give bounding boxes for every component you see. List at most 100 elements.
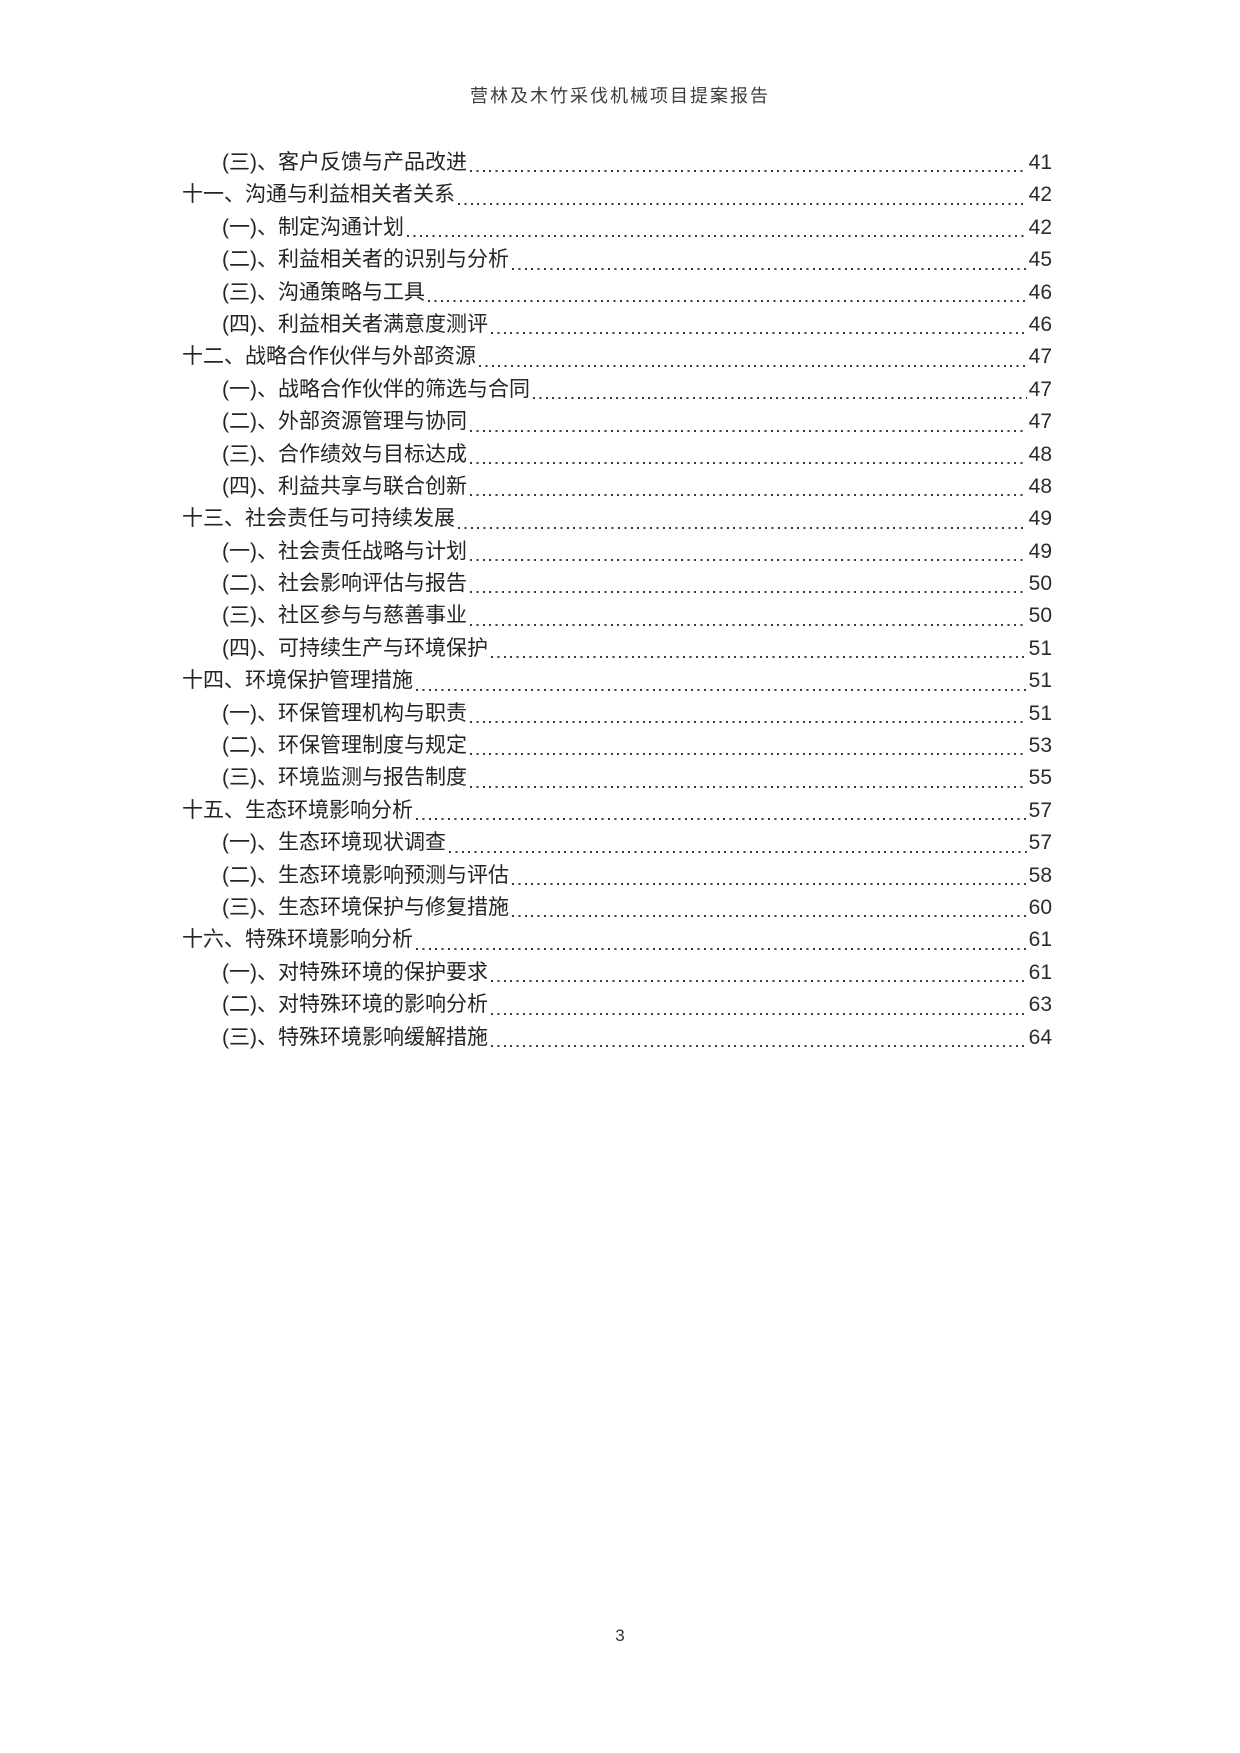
toc-entry-page-number: 51 <box>1028 701 1052 725</box>
toc-entry-label: 十一、沟通与利益相关者关系 <box>182 183 455 207</box>
toc-entry: (二)、生态环境影响预测与评估 58 <box>182 860 1052 892</box>
toc-dot-leader <box>458 202 1027 205</box>
toc-dot-leader <box>470 494 1027 497</box>
toc-entry: (二)、利益相关者的识别与分析 45 <box>182 244 1052 276</box>
toc-dot-leader <box>470 591 1027 594</box>
toc-dot-leader <box>428 299 1027 302</box>
toc-entry-page-number: 53 <box>1028 734 1052 758</box>
toc-entry: (三)、沟通策略与工具 46 <box>182 277 1052 309</box>
toc-entry-label: (一)、战略合作伙伴的筛选与合同 <box>222 377 530 401</box>
toc-entry-label: (四)、可持续生产与环境保护 <box>222 636 488 660</box>
toc-entry: (三)、社区参与与慈善事业 50 <box>182 600 1052 632</box>
toc-entry-label: (二)、环保管理制度与规定 <box>222 734 467 758</box>
toc-entry-label: (三)、社区参与与慈善事业 <box>222 604 467 628</box>
toc-entry: (三)、环境监测与报告制度 55 <box>182 762 1052 794</box>
toc-entry-label: (一)、制定沟通计划 <box>222 215 404 239</box>
toc-dot-leader <box>479 364 1027 367</box>
toc-entry-page-number: 41 <box>1028 151 1052 174</box>
toc-dot-leader <box>491 980 1027 983</box>
toc-entry: 十四、环境保护管理措施 51 <box>182 665 1052 697</box>
toc-entry-label: (三)、环境监测与报告制度 <box>222 766 467 790</box>
toc-dot-leader <box>449 850 1027 853</box>
toc-dot-leader <box>512 915 1027 918</box>
toc-dot-leader <box>470 721 1027 724</box>
toc-dot-leader <box>470 559 1027 562</box>
toc-entry-label: 十六、特殊环境影响分析 <box>182 928 413 952</box>
table-of-contents: (三)、客户反馈与产品改进 41 十一、沟通与利益相关者关系 42 (一)、制定… <box>182 147 1052 1054</box>
toc-dot-leader <box>533 397 1027 400</box>
toc-entry-page-number: 61 <box>1028 960 1052 984</box>
toc-entry-page-number: 63 <box>1028 993 1052 1017</box>
toc-entry-label: 十二、战略合作伙伴与外部资源 <box>182 345 476 369</box>
toc-entry-page-number: 64 <box>1028 1025 1052 1049</box>
toc-entry-page-number: 50 <box>1028 572 1052 596</box>
toc-entry-page-number: 48 <box>1028 474 1052 498</box>
toc-entry: (三)、客户反馈与产品改进 41 <box>182 147 1052 179</box>
toc-entry: 十一、沟通与利益相关者关系 42 <box>182 179 1052 211</box>
toc-dot-leader <box>512 882 1027 885</box>
toc-entry-label: (三)、特殊环境影响缓解措施 <box>222 1025 488 1049</box>
toc-entry-label: (二)、利益相关者的识别与分析 <box>222 248 509 272</box>
toc-dot-leader <box>416 818 1027 821</box>
toc-entry-page-number: 49 <box>1028 539 1052 563</box>
toc-dot-leader <box>491 656 1027 659</box>
toc-entry: (二)、对特殊环境的影响分析 63 <box>182 989 1052 1021</box>
page-number: 3 <box>615 1626 625 1645</box>
toc-entry-page-number: 51 <box>1028 636 1052 660</box>
toc-entry: (四)、可持续生产与环境保护 51 <box>182 633 1052 665</box>
toc-dot-leader <box>407 235 1027 238</box>
toc-entry-label: 十五、生态环境影响分析 <box>182 798 413 822</box>
toc-entry: (一)、环保管理机构与职责 51 <box>182 698 1052 730</box>
toc-dot-leader <box>491 332 1027 335</box>
toc-entry-page-number: 47 <box>1028 345 1052 369</box>
toc-entry-label: (三)、客户反馈与产品改进 <box>222 151 467 174</box>
toc-entry-page-number: 57 <box>1028 831 1052 855</box>
toc-entry-label: 十三、社会责任与可持续发展 <box>182 507 455 531</box>
toc-entry: 十六、特殊环境影响分析 61 <box>182 924 1052 956</box>
toc-entry-page-number: 60 <box>1028 895 1052 919</box>
toc-entry: (一)、对特殊环境的保护要求 61 <box>182 957 1052 989</box>
toc-entry-label: (三)、沟通策略与工具 <box>222 280 425 304</box>
toc-dot-leader <box>491 1012 1027 1015</box>
toc-entry-label: (二)、社会影响评估与报告 <box>222 572 467 596</box>
toc-dot-leader <box>416 947 1027 950</box>
toc-dot-leader <box>512 267 1027 270</box>
toc-entry: (一)、生态环境现状调查 57 <box>182 827 1052 859</box>
toc-entry: 十二、战略合作伙伴与外部资源 47 <box>182 341 1052 373</box>
toc-entry: (二)、环保管理制度与规定 53 <box>182 730 1052 762</box>
toc-entry: (三)、特殊环境影响缓解措施 64 <box>182 1022 1052 1054</box>
toc-entry-label: 十四、环境保护管理措施 <box>182 669 413 693</box>
toc-entry-label: (三)、生态环境保护与修复措施 <box>222 895 509 919</box>
toc-entry: (一)、制定沟通计划 42 <box>182 212 1052 244</box>
toc-entry-label: (三)、合作绩效与目标达成 <box>222 442 467 466</box>
toc-entry-page-number: 47 <box>1028 410 1052 434</box>
toc-entry-page-number: 50 <box>1028 604 1052 628</box>
toc-entry: (四)、利益相关者满意度测评 46 <box>182 309 1052 341</box>
toc-entry-page-number: 42 <box>1028 215 1052 239</box>
toc-dot-leader <box>491 1044 1027 1047</box>
toc-entry-page-number: 42 <box>1028 183 1052 207</box>
toc-dot-leader <box>470 461 1027 464</box>
toc-entry-page-number: 58 <box>1028 863 1052 887</box>
toc-entry-page-number: 46 <box>1028 280 1052 304</box>
toc-dot-leader <box>416 688 1027 691</box>
toc-entry-page-number: 45 <box>1028 248 1052 272</box>
toc-entry: (二)、外部资源管理与协同 47 <box>182 406 1052 438</box>
toc-dot-leader <box>470 429 1027 432</box>
toc-entry: (三)、合作绩效与目标达成 48 <box>182 439 1052 471</box>
toc-entry: (二)、社会影响评估与报告 50 <box>182 568 1052 600</box>
toc-entry: 十五、生态环境影响分析 57 <box>182 795 1052 827</box>
toc-entry-page-number: 55 <box>1028 766 1052 790</box>
toc-entry: (一)、战略合作伙伴的筛选与合同 47 <box>182 374 1052 406</box>
toc-entry-page-number: 51 <box>1028 669 1052 693</box>
toc-entry-page-number: 49 <box>1028 507 1052 531</box>
toc-entry-page-number: 61 <box>1028 928 1052 952</box>
toc-entry-label: (二)、生态环境影响预测与评估 <box>222 863 509 887</box>
toc-entry-label: (二)、外部资源管理与协同 <box>222 410 467 434</box>
toc-entry-label: (一)、环保管理机构与职责 <box>222 701 467 725</box>
toc-dot-leader <box>458 526 1027 529</box>
toc-entry: (三)、生态环境保护与修复措施 60 <box>182 892 1052 924</box>
toc-entry-label: (一)、社会责任战略与计划 <box>222 539 467 563</box>
toc-entry-label: (四)、利益相关者满意度测评 <box>222 312 488 336</box>
toc-entry-page-number: 46 <box>1028 312 1052 336</box>
